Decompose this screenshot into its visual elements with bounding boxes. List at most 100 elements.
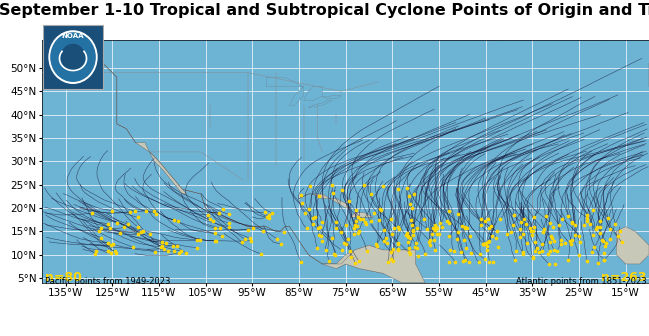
Point (310, 214, 321, 219)
Point (425, 242, 435, 248)
Point (545, 249, 555, 254)
Point (427, 231, 437, 237)
Point (589, 244, 599, 250)
Point (466, 251, 476, 256)
Point (245, 238, 256, 243)
Point (343, 237, 353, 242)
Point (313, 226, 323, 231)
Point (574, 253, 584, 258)
Point (588, 207, 598, 213)
Point (389, 225, 400, 231)
Circle shape (61, 44, 86, 71)
Point (479, 242, 489, 247)
Point (522, 241, 532, 246)
Point (248, 225, 258, 231)
Point (138, 228, 148, 234)
Point (360, 219, 371, 225)
Point (402, 185, 412, 191)
Point (410, 245, 421, 250)
Point (341, 222, 352, 227)
Point (549, 247, 559, 253)
Point (506, 229, 516, 234)
Point (554, 222, 564, 228)
Point (260, 210, 270, 215)
Point (524, 225, 535, 231)
Point (579, 222, 589, 228)
Polygon shape (149, 152, 187, 194)
Point (560, 241, 570, 246)
Point (326, 183, 337, 188)
Point (386, 256, 397, 262)
Point (582, 258, 593, 263)
Point (141, 208, 151, 214)
Point (406, 205, 417, 211)
Point (133, 231, 143, 237)
Point (591, 226, 601, 231)
Point (295, 259, 306, 264)
Point (596, 237, 607, 242)
Point (151, 211, 161, 216)
Point (393, 240, 403, 246)
Point (157, 239, 167, 244)
Point (484, 238, 494, 244)
Point (192, 237, 202, 242)
Point (173, 250, 184, 256)
Point (245, 236, 255, 241)
Point (125, 210, 135, 215)
Point (601, 240, 611, 245)
Point (574, 239, 585, 244)
Polygon shape (617, 226, 649, 264)
Polygon shape (42, 40, 415, 273)
Point (130, 208, 140, 214)
Point (408, 227, 419, 232)
Point (483, 239, 493, 244)
Point (344, 199, 354, 204)
Point (529, 224, 539, 229)
Point (382, 259, 393, 265)
Point (458, 223, 468, 228)
Point (491, 228, 502, 234)
Point (539, 226, 550, 232)
Point (211, 238, 221, 244)
Point (528, 228, 538, 234)
Point (603, 215, 613, 220)
Text: Pacific points from 1949-2023: Pacific points from 1949-2023 (45, 277, 170, 286)
Point (565, 238, 576, 244)
Point (458, 258, 468, 264)
Point (352, 214, 363, 220)
Point (563, 213, 573, 219)
Point (405, 201, 415, 206)
Point (495, 217, 505, 222)
Point (428, 238, 439, 243)
Point (308, 221, 318, 227)
Point (386, 217, 397, 222)
Point (594, 230, 605, 236)
Point (530, 248, 541, 254)
Point (570, 222, 580, 227)
Point (394, 227, 404, 232)
Point (328, 190, 339, 196)
Point (556, 237, 566, 242)
Point (541, 213, 552, 219)
Point (376, 208, 386, 213)
Point (546, 233, 557, 239)
Point (223, 211, 234, 217)
Point (321, 247, 331, 253)
Point (330, 252, 340, 257)
Point (412, 253, 422, 258)
Point (460, 225, 471, 230)
Circle shape (48, 30, 98, 84)
Point (480, 256, 490, 261)
Point (509, 213, 519, 218)
Point (263, 215, 274, 220)
Point (156, 244, 167, 249)
Point (430, 222, 440, 227)
Point (431, 224, 441, 229)
Point (588, 233, 598, 238)
Point (210, 226, 221, 231)
Point (381, 235, 391, 241)
Point (305, 184, 315, 189)
Point (160, 240, 171, 245)
Point (352, 223, 362, 229)
Point (475, 222, 485, 227)
